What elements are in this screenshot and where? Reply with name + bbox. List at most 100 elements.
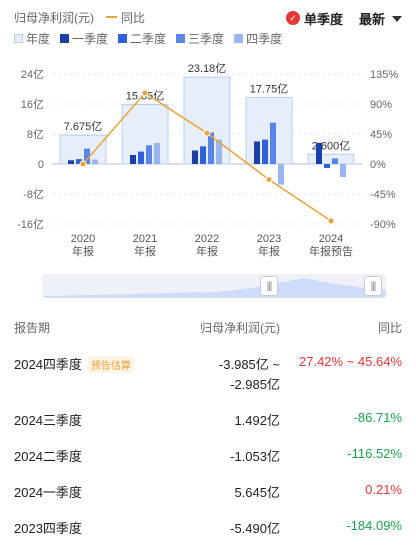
legend-q3-label: 三季度 [188, 31, 225, 46]
legend-q1-label: 一季度 [72, 31, 109, 46]
row-value-2: -2.985亿 [230, 377, 280, 392]
legend-year-label: 年度 [26, 31, 51, 46]
year-value-label: 23.18亿 [188, 62, 227, 75]
quarter-bar-q3 [208, 132, 214, 164]
header-profit: 归母净利润(元) [200, 320, 280, 335]
profit-chart[interactable]: 24亿 16亿 8亿 0 -8亿 -16亿 135% 90% 45% 0% -45% -90% 7.67… [0, 50, 416, 270]
slider-handle-right[interactable]: ||| [364, 276, 382, 296]
q4-swatch [234, 33, 244, 43]
x-tick-label: 2024 [319, 233, 343, 245]
year-value-label: 17.75亿 [250, 82, 289, 95]
quarter-bar-q3 [146, 145, 152, 164]
header-yoy: 同比 [377, 320, 402, 335]
x-tick-label: 年报预告 [309, 244, 353, 258]
range-slider[interactable]: ||| ||| [42, 274, 386, 298]
q3-swatch [176, 33, 186, 43]
legend-q4[interactable]: 四季度 [234, 30, 282, 47]
y-left-tick-label: 8亿 [27, 128, 44, 141]
profit-table: 报告期 归母净利润(元) 同比 2024四季度 预告估算 -3.985亿 ~ -2… [0, 312, 416, 548]
row-value: 5.645亿 [234, 485, 280, 500]
quarter-bar-q4 [92, 159, 98, 164]
quarter-bar-q1 [68, 160, 74, 164]
y-right-tick-label: 0% [370, 159, 386, 171]
legend-q2-label: 二季度 [130, 31, 167, 46]
legend-q4-label: 四季度 [246, 31, 283, 46]
x-tick-label: 2022 [195, 233, 219, 245]
x-tick-label: 2021 [133, 233, 157, 245]
row-period: 2024一季度 [14, 485, 82, 500]
latest-dropdown[interactable]: 最新 [359, 9, 402, 28]
metric-label: 归母净利润(元) [14, 10, 94, 25]
year-bar [245, 96, 293, 165]
y-left-tick-label: -16亿 [17, 218, 44, 231]
chevron-down-icon [392, 16, 402, 22]
quarter-bar-q1 [254, 141, 260, 164]
header-period: 报告期 [14, 320, 51, 335]
yoy-point [79, 160, 87, 168]
q1-swatch [60, 33, 70, 43]
y-right-tick-label: -90% [370, 219, 396, 231]
legend-year[interactable]: 年度 [14, 30, 50, 47]
quarter-bar-q3 [270, 122, 276, 164]
table-row[interactable]: 2024四季度 预告估算 -3.985亿 ~ -2.985亿 27.42% ~ 4… [0, 342, 416, 404]
row-yoy: -116.52% [347, 446, 402, 461]
row-value: -1.053亿 [230, 449, 280, 464]
quarter-bar-q3 [332, 158, 338, 164]
year-bar [121, 104, 169, 165]
row-yoy: -86.71% [353, 410, 402, 425]
legend-q1[interactable]: 一季度 [60, 30, 108, 47]
y-left-tick-label: -8亿 [23, 188, 44, 201]
year-swatch [14, 33, 23, 43]
y-left-tick-label: 16亿 [21, 98, 44, 111]
legend-q2[interactable]: 二季度 [118, 30, 166, 47]
row-period: 2024三季度 [14, 413, 82, 428]
quarter-bar-q4 [278, 164, 284, 185]
table-row[interactable]: 2024三季度 1.492亿 -86.71% [0, 404, 416, 440]
quarter-bar-q3 [84, 148, 90, 164]
quarter-bar-q2 [138, 151, 144, 164]
yoy-point [203, 129, 211, 137]
table-row[interactable]: 2024二季度 -1.053亿 -116.52% [0, 440, 416, 476]
y-right-tick-label: 90% [370, 99, 392, 111]
yoy-label: 同比 [121, 10, 146, 25]
quarter-bar-q1 [316, 142, 322, 164]
metric-legend[interactable]: 归母净利润(元) [14, 9, 94, 26]
row-value: -5.490亿 [230, 521, 280, 536]
year-bar [307, 153, 355, 165]
row-period: 2023四季度 [14, 521, 82, 536]
latest-label: 最新 [358, 11, 385, 27]
yoy-line-swatch [106, 16, 117, 18]
year-bar [59, 134, 107, 165]
year-value-label: 7.675亿 [64, 120, 103, 133]
table-row[interactable]: 2024一季度 5.645亿 0.21% [0, 476, 416, 512]
top-legend: 归母净利润(元) 同比 [14, 8, 157, 26]
x-tick-label: 2020 [71, 233, 95, 245]
slider-preview [42, 278, 386, 298]
yoy-legend[interactable]: 同比 [106, 9, 145, 26]
y-left-tick-label: 24亿 [21, 68, 44, 81]
quarter-bar-q2 [262, 139, 268, 164]
row-value: -3.985亿 ~ [218, 357, 280, 372]
x-tick-label: 年报 [196, 244, 218, 258]
quarter-bar-q4 [216, 139, 222, 164]
y-left-tick-label: 0 [38, 159, 44, 171]
row-period: 2024四季度 [14, 357, 82, 372]
quarter-bar-q1 [192, 150, 198, 164]
slider-handle-left[interactable]: ||| [260, 276, 278, 296]
yoy-point [265, 176, 273, 184]
row-value: 1.492亿 [234, 413, 280, 428]
yoy-point [327, 217, 335, 225]
x-tick-label: 2023 [257, 233, 281, 245]
row-yoy: -184.09% [346, 518, 402, 533]
legend-q3[interactable]: 三季度 [176, 30, 224, 47]
chart-controls: ✓ 单季度 最新 [285, 8, 402, 28]
quarter-bar-q2 [200, 146, 206, 164]
row-yoy: 0.21% [365, 482, 402, 497]
single-quarter-toggle[interactable]: 单季度 [303, 11, 343, 27]
quarter-bar-q4 [340, 164, 346, 178]
check-icon[interactable]: ✓ [285, 11, 300, 25]
table-header: 报告期 归母净利润(元) 同比 [0, 312, 416, 342]
yoy-point [141, 89, 149, 97]
year-bar [183, 76, 231, 165]
table-row[interactable]: 2023四季度 -5.490亿 -184.09% [0, 512, 416, 548]
